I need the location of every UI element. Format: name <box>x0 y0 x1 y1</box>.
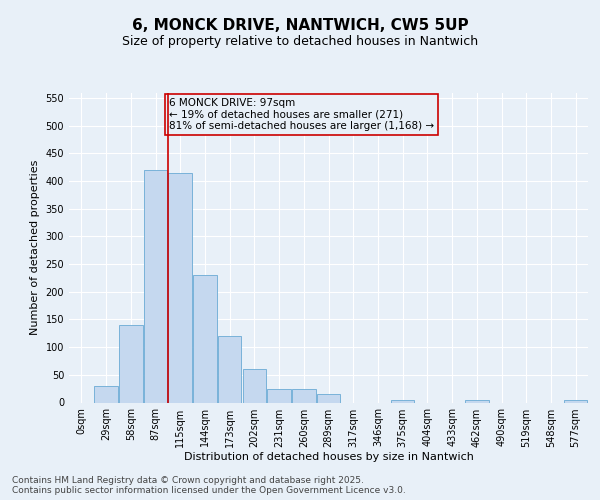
Bar <box>317 394 340 402</box>
Bar <box>465 400 488 402</box>
Text: 6, MONCK DRIVE, NANTWICH, CW5 5UP: 6, MONCK DRIVE, NANTWICH, CW5 5UP <box>131 18 469 32</box>
Text: Size of property relative to detached houses in Nantwich: Size of property relative to detached ho… <box>122 35 478 48</box>
Bar <box>169 173 192 402</box>
Bar <box>218 336 241 402</box>
Text: 6 MONCK DRIVE: 97sqm
← 19% of detached houses are smaller (271)
81% of semi-deta: 6 MONCK DRIVE: 97sqm ← 19% of detached h… <box>169 98 434 131</box>
Bar <box>94 386 118 402</box>
Bar <box>268 388 291 402</box>
Bar <box>119 325 143 402</box>
Bar <box>564 400 587 402</box>
Y-axis label: Number of detached properties: Number of detached properties <box>30 160 40 335</box>
Bar <box>242 370 266 402</box>
Bar <box>193 275 217 402</box>
X-axis label: Distribution of detached houses by size in Nantwich: Distribution of detached houses by size … <box>184 452 473 462</box>
Bar <box>391 400 415 402</box>
Text: Contains HM Land Registry data © Crown copyright and database right 2025.
Contai: Contains HM Land Registry data © Crown c… <box>12 476 406 495</box>
Bar <box>144 170 167 402</box>
Bar <box>292 388 316 402</box>
